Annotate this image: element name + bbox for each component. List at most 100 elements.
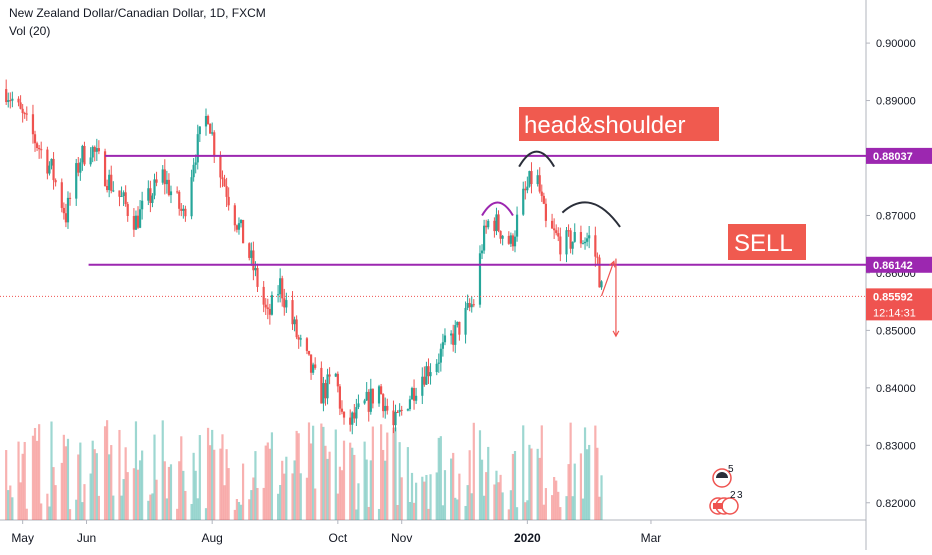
volume-bar	[567, 464, 570, 520]
candle-up	[194, 162, 197, 165]
volume-bar	[138, 460, 142, 520]
volume-bar	[427, 508, 430, 520]
volume-bar	[194, 470, 197, 520]
volume-bar	[11, 497, 14, 520]
candle-down	[19, 102, 22, 109]
volume-bar	[103, 426, 107, 520]
volume-bar	[250, 490, 253, 520]
candle-up	[270, 295, 274, 315]
head-arc[interactable]	[518, 150, 556, 168]
time-tick-label: Oct	[329, 531, 348, 545]
volume-bar	[415, 482, 418, 520]
candle-down	[93, 146, 96, 152]
volume-bar	[507, 509, 510, 520]
annotations[interactable]: head&shoulder SELL 5 2 3	[481, 107, 806, 515]
volume-bar	[136, 469, 140, 520]
candle-up	[528, 171, 531, 187]
last-price-tag[interactable]	[866, 288, 932, 321]
sell-label: SELL	[734, 230, 793, 257]
price-tick-label: 0.87000	[876, 210, 916, 222]
volume-bar	[176, 508, 179, 520]
up-arrow-line[interactable]	[600, 261, 615, 297]
candle-up	[480, 250, 484, 254]
volume-bar	[524, 502, 527, 520]
candle-down	[567, 230, 570, 232]
candle-up	[565, 230, 568, 255]
right-shoulder-arc[interactable]	[561, 201, 621, 228]
level-lines[interactable]	[0, 154, 866, 297]
volume-bar	[483, 495, 486, 520]
volume-bar	[470, 493, 473, 520]
level-price-tag[interactable]	[866, 256, 932, 273]
volume-bar	[184, 490, 187, 520]
candle-up	[192, 164, 195, 178]
candle-down	[540, 191, 543, 196]
volume-bar	[586, 449, 589, 520]
candle-down	[530, 171, 533, 185]
candle-up	[450, 333, 453, 336]
candle-down	[493, 220, 496, 232]
candle-up	[464, 307, 467, 335]
time-tick-label: 2020	[514, 531, 541, 545]
volume-bar	[134, 421, 138, 520]
volume-indicator-label[interactable]: Vol (20)	[9, 24, 51, 38]
volume-bar	[452, 452, 455, 520]
candle-down	[511, 235, 515, 247]
volume-bar	[322, 426, 325, 520]
candle-down	[221, 177, 224, 180]
candle-down	[248, 243, 251, 258]
event-count-label: 5	[728, 464, 734, 475]
volume-bar	[497, 482, 500, 520]
volume-bar	[559, 507, 562, 520]
level-price-tag[interactable]	[866, 147, 932, 164]
candle-down	[544, 203, 547, 221]
candle-up	[394, 412, 397, 426]
volume-bar	[120, 495, 123, 520]
volume-bar	[297, 433, 300, 520]
volume-bar	[178, 461, 181, 520]
candle-up	[165, 179, 168, 185]
volume-bar	[209, 445, 212, 520]
candle-down	[213, 132, 216, 156]
sell-label-box[interactable]	[728, 224, 806, 260]
candle-down	[46, 149, 49, 174]
left-shoulder-arc[interactable]	[481, 201, 514, 216]
volume-bar	[5, 450, 8, 520]
candle-down	[349, 417, 352, 425]
candle-up	[285, 300, 288, 308]
candle-down	[52, 158, 55, 181]
candle-up	[312, 364, 315, 373]
volume-bar	[227, 468, 230, 520]
price-axis[interactable]: 0.900000.890000.880000.870000.860000.850…	[866, 38, 932, 510]
pattern-label-box[interactable]	[519, 107, 719, 141]
candle-down	[392, 410, 395, 426]
candle-up	[406, 409, 409, 411]
candle-up	[513, 236, 517, 247]
candle-down	[427, 366, 430, 377]
time-axis[interactable]: May Jun Aug Oct Nov 2020 Mar	[11, 520, 661, 545]
candle-down	[21, 108, 24, 114]
volume-bar	[7, 490, 10, 520]
price-tick-label: 0.82000	[876, 498, 916, 510]
volume-bar	[106, 420, 109, 520]
volume-bar	[312, 425, 315, 520]
volume-bar	[371, 426, 374, 520]
candle-up	[75, 163, 78, 199]
candle-up	[237, 223, 241, 230]
candle-down	[225, 186, 228, 197]
candle-down	[38, 147, 41, 150]
volume-bar	[256, 487, 259, 520]
volume-bar	[328, 451, 331, 520]
volume-bar	[270, 432, 274, 520]
volume-bar	[456, 499, 459, 520]
candle-down	[596, 256, 599, 258]
volume-bar	[17, 441, 20, 520]
volume-bar	[48, 506, 51, 520]
candle-up	[147, 188, 150, 201]
candle-down	[252, 250, 255, 271]
candle-up	[466, 302, 469, 308]
volume-bar	[163, 461, 166, 520]
candle-up	[456, 321, 459, 326]
